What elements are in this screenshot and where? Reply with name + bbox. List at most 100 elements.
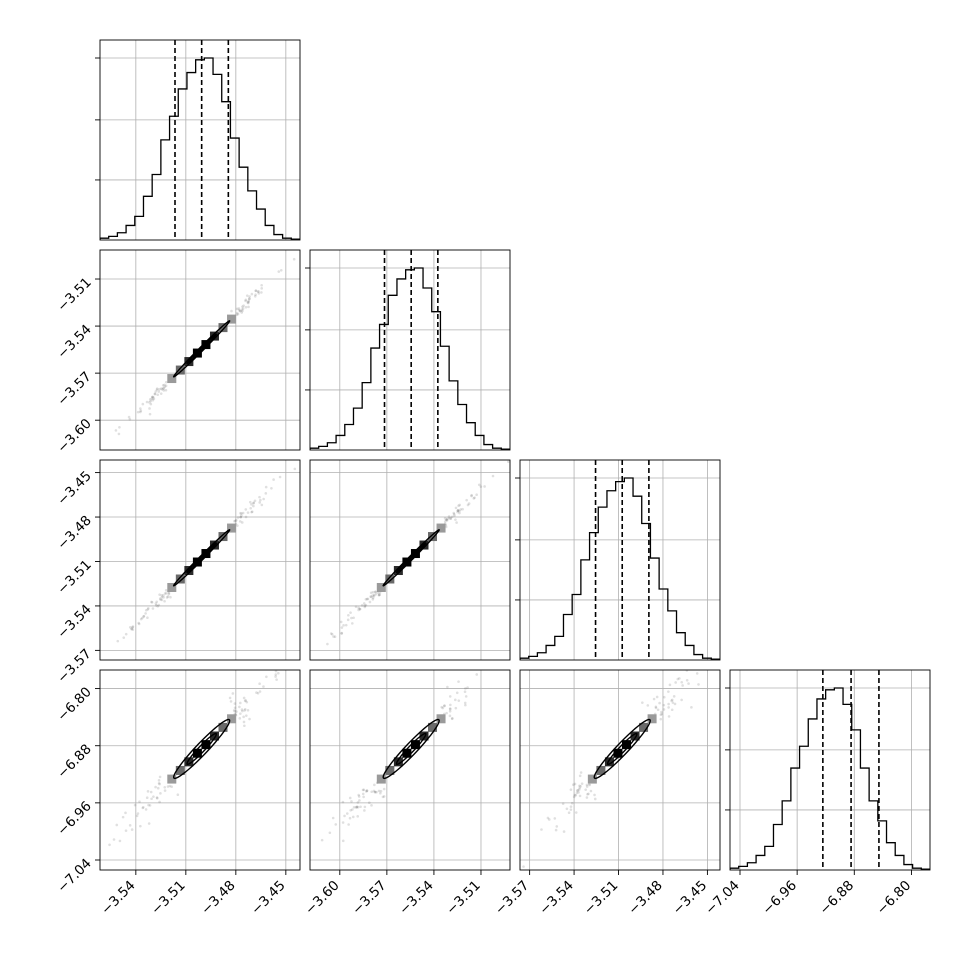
scatter-point bbox=[160, 593, 164, 597]
scatter-point bbox=[150, 600, 154, 604]
scatter-point bbox=[116, 639, 120, 643]
scatter-point bbox=[128, 417, 132, 421]
scatter-point bbox=[159, 792, 162, 795]
scatter-points bbox=[116, 467, 297, 643]
scatter-point bbox=[303, 876, 306, 879]
density-cell bbox=[647, 714, 657, 724]
scatter-point bbox=[670, 698, 674, 702]
scatter-point bbox=[341, 800, 345, 804]
scatter-point bbox=[671, 701, 675, 704]
scatter-point bbox=[144, 608, 148, 612]
scatter-point bbox=[659, 713, 663, 717]
contour-inner bbox=[186, 542, 218, 574]
y-tick-label: −3.60 bbox=[54, 416, 95, 457]
scatter-point bbox=[163, 385, 167, 389]
scatter-point bbox=[368, 801, 371, 805]
scatter-point bbox=[585, 796, 589, 799]
scatter-point bbox=[687, 682, 690, 685]
y-tick-label: −3.51 bbox=[54, 275, 95, 316]
scatter-point bbox=[443, 516, 447, 520]
scatter-point bbox=[241, 511, 245, 515]
panel-frame bbox=[99, 39, 301, 241]
x-tick-label: −3.45 bbox=[670, 878, 711, 919]
scatter-point bbox=[258, 690, 262, 693]
scatter-point bbox=[443, 704, 446, 707]
density-cell bbox=[393, 757, 403, 767]
scatter-point bbox=[292, 257, 296, 261]
scatter-point bbox=[350, 616, 353, 620]
scatter-point bbox=[331, 816, 335, 820]
density-cell bbox=[167, 374, 177, 384]
scatter-point bbox=[685, 678, 689, 682]
scatter-point bbox=[139, 617, 143, 621]
scatter-point bbox=[246, 301, 250, 305]
scatter-point bbox=[641, 701, 644, 704]
scatter-point bbox=[351, 815, 355, 819]
scatter-point bbox=[458, 509, 461, 513]
scatter-point bbox=[449, 516, 453, 520]
scatter-point bbox=[117, 432, 121, 436]
scatter-point bbox=[455, 521, 458, 524]
scatter-point bbox=[652, 697, 656, 701]
scatter-point bbox=[247, 297, 251, 300]
scatter-point bbox=[163, 383, 166, 387]
scatter-point bbox=[448, 714, 452, 718]
scatter-point bbox=[472, 497, 476, 500]
scatter-point bbox=[448, 707, 452, 711]
scatter-point bbox=[243, 707, 247, 711]
scatter-point bbox=[382, 795, 386, 798]
scatter-points bbox=[114, 257, 296, 436]
scatter-point bbox=[246, 511, 250, 514]
scatter-point bbox=[158, 775, 162, 779]
scatter-point bbox=[355, 805, 359, 808]
scatter-point bbox=[238, 701, 242, 705]
scatter-point bbox=[147, 803, 150, 807]
scatter-point bbox=[155, 387, 159, 390]
scatter-point bbox=[240, 512, 243, 515]
scatter-point bbox=[151, 607, 155, 610]
scatter-point bbox=[362, 602, 366, 605]
scatter-point bbox=[461, 507, 464, 511]
scatter-point bbox=[131, 625, 134, 629]
scatter-point bbox=[475, 666, 478, 669]
density-cell bbox=[587, 774, 597, 784]
scatter-point bbox=[237, 308, 241, 312]
scatter-point bbox=[154, 785, 157, 789]
scatter-point bbox=[252, 501, 256, 504]
scatter-point bbox=[156, 786, 160, 790]
density-cell bbox=[192, 348, 202, 358]
scatter-point bbox=[477, 483, 481, 487]
scatter-point bbox=[475, 673, 479, 676]
scatter-point bbox=[655, 695, 659, 699]
scatter-panel-3-1 bbox=[303, 666, 511, 879]
scatter-point bbox=[151, 395, 154, 399]
density-cell bbox=[385, 574, 395, 584]
scatter-point bbox=[245, 294, 249, 297]
scatter-point bbox=[248, 500, 252, 504]
scatter-point bbox=[578, 794, 582, 798]
x-tick-label: −3.60 bbox=[302, 878, 343, 919]
scatter-point bbox=[561, 802, 565, 805]
scatter-point bbox=[139, 410, 142, 414]
histogram-panel-2 bbox=[519, 459, 721, 661]
scatter-point bbox=[242, 715, 245, 719]
scatter-point bbox=[149, 399, 152, 403]
scatter-point bbox=[510, 452, 513, 455]
scatter-point bbox=[108, 843, 111, 847]
density-cell bbox=[621, 740, 631, 750]
scatter-point bbox=[673, 702, 677, 706]
scatter-point bbox=[540, 828, 543, 831]
scatter-point bbox=[372, 594, 376, 598]
density-cell bbox=[613, 748, 623, 758]
scatter-point bbox=[233, 519, 236, 523]
density-cell bbox=[218, 532, 228, 542]
scatter-point bbox=[241, 307, 245, 310]
scatter-point bbox=[450, 515, 454, 519]
scatter-point bbox=[149, 790, 153, 794]
x-tick-label: −3.48 bbox=[198, 878, 239, 919]
scatter-point bbox=[260, 503, 264, 507]
contour-outer bbox=[172, 320, 231, 378]
scatter-point bbox=[363, 604, 367, 608]
scatter-point bbox=[349, 808, 352, 812]
scatter-point bbox=[238, 717, 242, 720]
